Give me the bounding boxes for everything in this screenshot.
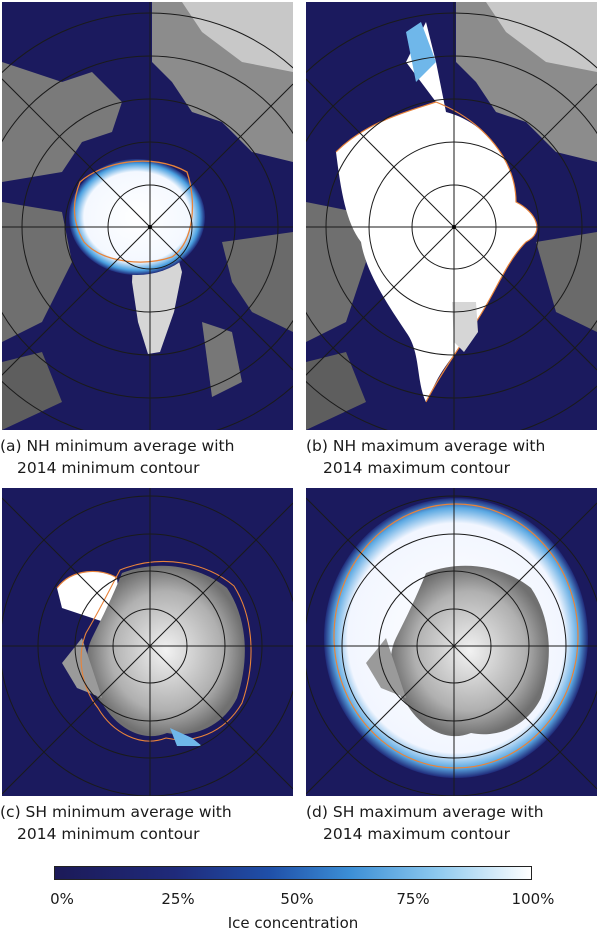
caption-b: (b) NH maximum average with 2014 maximum…	[306, 435, 545, 479]
caption-a: (a) NH minimum average with 2014 minimum…	[0, 435, 234, 479]
caption-d: (d) SH maximum average with 2014 maximum…	[306, 801, 544, 845]
map-sh-minimum	[2, 488, 293, 796]
caption-c-line1: (c) SH minimum average with	[0, 803, 232, 821]
caption-c: (c) SH minimum average with 2014 minimum…	[0, 801, 232, 845]
caption-a-line2: 2014 minimum contour	[17, 459, 200, 477]
map-sh-maximum	[306, 488, 597, 796]
caption-a-line1: (a) NH minimum average with	[0, 437, 235, 455]
map-nh-minimum	[2, 2, 293, 430]
colorbar-tick-100: 100%	[511, 890, 555, 908]
colorbar-label: Ice concentration	[227, 914, 359, 932]
caption-c-line2: 2014 minimum contour	[17, 825, 200, 843]
colorbar	[54, 866, 532, 880]
colorbar-tick-0: 0%	[50, 890, 74, 908]
caption-b-line2: 2014 maximum contour	[323, 459, 510, 477]
caption-d-line2: 2014 maximum contour	[323, 825, 510, 843]
caption-d-line1: (d) SH maximum average with	[306, 803, 544, 821]
map-nh-maximum	[306, 2, 597, 430]
colorbar-tick-50: 50%	[280, 890, 314, 908]
colorbar-tick-75: 75%	[396, 890, 430, 908]
colorbar-tick-25: 25%	[161, 890, 195, 908]
caption-b-line1: (b) NH maximum average with	[306, 437, 546, 455]
